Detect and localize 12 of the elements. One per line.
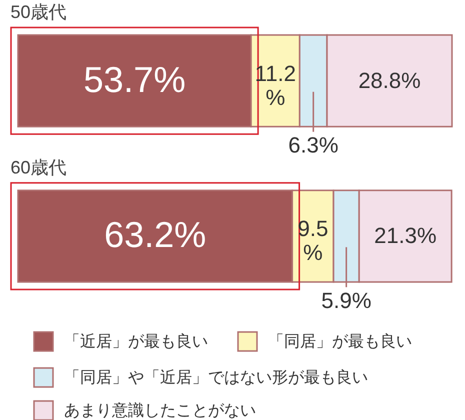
data-label: 5.9% — [321, 288, 372, 313]
data-label: 28.8% — [358, 68, 421, 93]
data-label: 21.3% — [374, 223, 437, 248]
legend-label: 「近居」が最も良い — [64, 332, 208, 350]
legend-label: 「同居」や「近居」ではない形が最も良い — [64, 368, 368, 386]
data-label: 63.2% — [104, 214, 206, 256]
y-tick-label: 50歳代 — [10, 2, 67, 22]
legend-label: あまり意識したことがない — [64, 402, 256, 420]
data-label: 6.3% — [288, 132, 338, 158]
y-tick-label: 60歳代 — [10, 157, 67, 178]
data-label: 53.7% — [83, 58, 186, 100]
legend-label: 「同居」が最も良い — [268, 332, 412, 350]
